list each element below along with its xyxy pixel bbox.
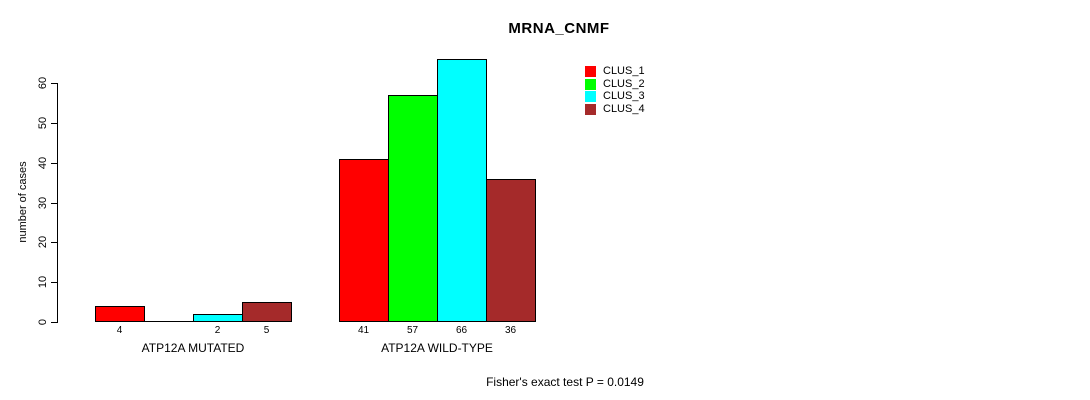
y-tick-label: 0 <box>37 318 49 326</box>
bar <box>242 302 292 322</box>
y-tick <box>51 123 58 124</box>
bar-value-label: 41 <box>357 325 370 336</box>
bar <box>193 314 243 322</box>
y-tick-label: 20 <box>37 235 49 249</box>
y-tick-label: 40 <box>37 156 49 170</box>
y-tick <box>51 83 58 84</box>
bar-value-label: 5 <box>263 325 270 336</box>
y-tick <box>51 203 58 204</box>
x-category-label: ATP12A MUTATED <box>141 341 245 355</box>
y-tick <box>51 322 58 323</box>
y-tick <box>51 163 58 164</box>
bar <box>437 59 487 322</box>
legend-swatch <box>585 78 596 90</box>
x-category-label: ATP12A WILD-TYPE <box>381 341 493 355</box>
y-tick <box>51 242 58 243</box>
legend-item: CLUS_3 <box>585 90 645 102</box>
bar-value-label: 2 <box>214 325 221 336</box>
legend-label: CLUS_1 <box>603 64 645 77</box>
bar-value-label: 36 <box>504 325 517 336</box>
chart-title: MRNA_CNMF <box>508 20 610 37</box>
legend-label: CLUS_4 <box>603 102 645 115</box>
bar <box>486 179 536 322</box>
bar <box>339 159 389 322</box>
bar-value-label: 4 <box>116 325 123 336</box>
legend-label: CLUS_3 <box>603 89 645 102</box>
y-axis-label: number of cases <box>17 161 29 243</box>
bar <box>95 306 145 322</box>
legend-swatch <box>585 90 596 102</box>
zero-height-bar <box>144 321 194 322</box>
bar-value-label: 66 <box>455 325 468 336</box>
legend-swatch <box>585 65 596 77</box>
y-tick-label: 50 <box>37 116 49 130</box>
y-tick-label: 30 <box>37 196 49 210</box>
y-tick-label: 60 <box>37 76 49 90</box>
legend-swatch <box>585 103 596 115</box>
legend-item: CLUS_2 <box>585 78 645 90</box>
legend-item: CLUS_1 <box>585 65 645 77</box>
bar <box>388 95 438 322</box>
y-tick <box>51 282 58 283</box>
legend-item: CLUS_4 <box>585 103 645 115</box>
legend-label: CLUS_2 <box>603 77 645 90</box>
bar-value-label: 57 <box>406 325 419 336</box>
y-tick-label: 10 <box>37 275 49 289</box>
stat-annotation: Fisher's exact test P = 0.0149 <box>486 375 644 389</box>
